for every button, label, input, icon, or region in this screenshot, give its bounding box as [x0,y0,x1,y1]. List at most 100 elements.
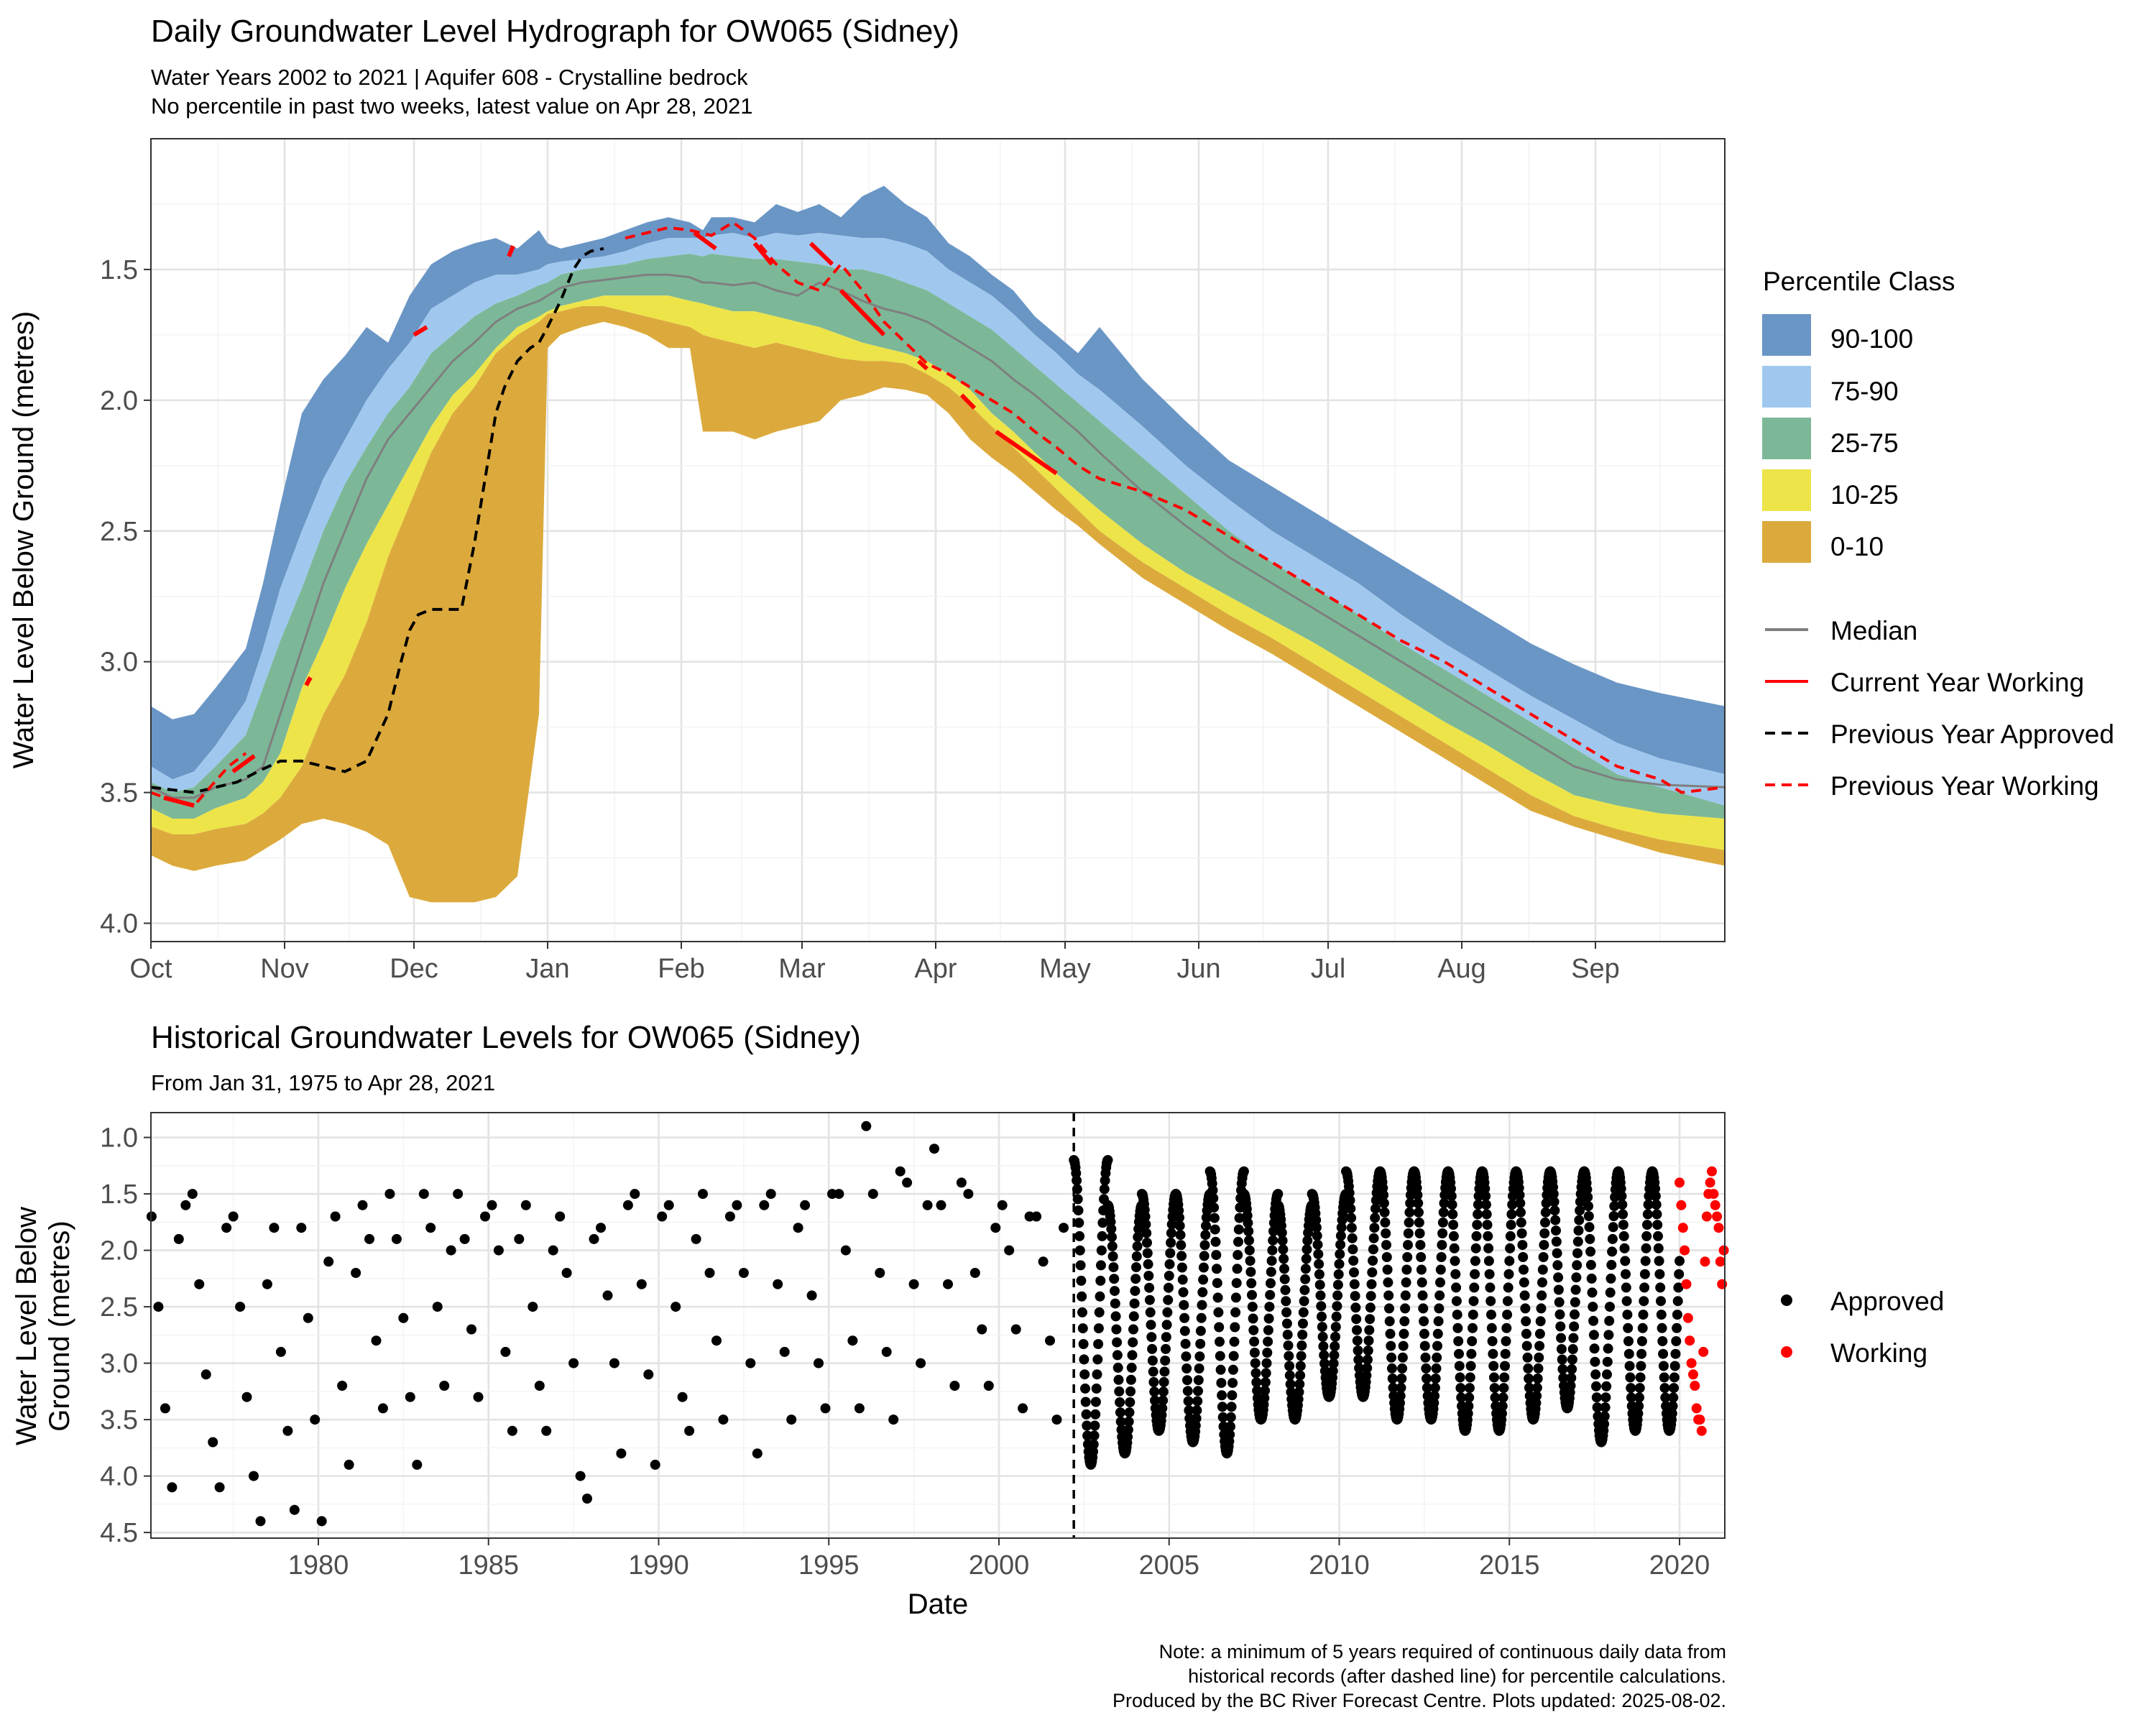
approved-point [732,1200,742,1210]
approved-point [1004,1245,1015,1256]
approved-point [800,1200,811,1210]
approved-point [1401,1277,1411,1288]
approved-point [1417,1290,1428,1301]
approved-point [1248,1325,1259,1335]
approved-point [1161,1320,1172,1330]
approved-point [398,1312,409,1323]
approved-point [902,1177,913,1188]
approved-point [1192,1405,1202,1416]
approved-point [1312,1239,1323,1250]
approved-point [1484,1269,1495,1279]
approved-point [1419,1316,1429,1327]
approved-point [677,1392,688,1402]
approved-point [1182,1386,1193,1397]
approved-point [1266,1256,1277,1266]
approved-point [1247,1289,1257,1300]
approved-point [1618,1230,1629,1241]
approved-point [1281,1307,1292,1317]
approved-point [1226,1402,1237,1412]
approved-point [1247,1302,1258,1312]
legend-swatch-75-90 [1762,366,1811,408]
approved-point [575,1471,586,1481]
approved-point [1413,1198,1424,1208]
approved-point [1419,1340,1430,1351]
approved-point [1268,1235,1279,1246]
y-tick-label-2.0: 2.0 [100,386,138,416]
approved-point [1295,1361,1306,1371]
approved-point [589,1233,599,1244]
approved-point [1328,1358,1339,1368]
approved-point [1146,1320,1156,1330]
approved-point [1249,1348,1260,1358]
approved-point [1586,1273,1597,1284]
approved-point [1018,1403,1028,1414]
working-point [1708,1189,1719,1200]
approved-point [1245,1256,1256,1266]
approved-point [1143,1259,1153,1269]
approved-point [1396,1374,1407,1384]
approved-point [1600,1392,1611,1403]
approved-point [1592,1402,1603,1413]
approved-point [1531,1391,1542,1402]
approved-point [1129,1298,1140,1309]
approved-point [1657,1336,1668,1346]
x-tick-label-aug: Aug [1437,954,1486,984]
current-year-working-segment [995,430,1058,476]
approved-point [1617,1200,1628,1210]
approved-point [1485,1282,1496,1293]
approved-point [1198,1274,1209,1285]
approved-point [1505,1243,1516,1254]
approved-point [1214,1322,1225,1333]
approved-point [1166,1238,1176,1248]
approved-point [616,1448,627,1459]
approved-point [1345,1195,1355,1205]
approved-point [1142,1248,1153,1259]
approved-point [1507,1200,1518,1210]
footnote-line-3: Produced by the BC River Forecast Centre… [1112,1690,1726,1711]
approved-point [1130,1286,1141,1297]
approved-point [1398,1340,1409,1351]
approved-point [1165,1248,1176,1259]
hydrograph-plot: 1.5 2.0 2.5 3.0 3.5 4.0 Oct Nov Dec Jan Feb Mar Apr… [100,138,1726,984]
approved-point [1472,1220,1483,1230]
approved-point [1521,1340,1532,1351]
y-tick-label-1.5: 1.5 [100,1179,138,1210]
approved-point [1213,1307,1224,1317]
approved-point [1387,1374,1398,1384]
approved-point [990,1223,1001,1233]
approved-point [1414,1207,1424,1218]
approved-point [1232,1264,1243,1274]
approved-point [1319,1358,1330,1368]
approved-point [1590,1369,1601,1380]
x-tick-label-nov: Nov [260,954,309,984]
approved-point [1506,1220,1516,1230]
approved-point [1403,1240,1413,1251]
x-tick-label-apr: Apr [914,954,957,984]
approved-point [1607,1233,1618,1244]
x-tick-label-1990: 1990 [628,1550,689,1581]
approved-point [1558,1373,1569,1384]
approved-point [1654,1269,1665,1279]
approved-point [1499,1372,1510,1383]
approved-point [1551,1236,1562,1247]
approved-point [1572,1248,1583,1259]
approved-point [773,1279,783,1289]
approved-point [724,1211,735,1222]
approved-point [840,1245,851,1256]
footnote-line-1: Note: a minimum of 5 years required of c… [1159,1641,1726,1662]
approved-point [1125,1374,1136,1385]
approved-point [1279,1274,1290,1284]
approved-point [956,1177,967,1188]
approved-point [1051,1414,1062,1425]
approved-point [432,1302,443,1312]
approved-point [1379,1207,1390,1218]
approved-point [1429,1382,1440,1393]
approved-point [1311,1222,1322,1233]
approved-point [1145,1307,1156,1317]
approved-point [1403,1228,1414,1238]
x-tick-label-2010: 2010 [1309,1550,1370,1581]
approved-point [1369,1223,1380,1233]
approved-point [1468,1310,1478,1320]
approved-point [1300,1264,1311,1274]
approved-point [1386,1340,1396,1351]
